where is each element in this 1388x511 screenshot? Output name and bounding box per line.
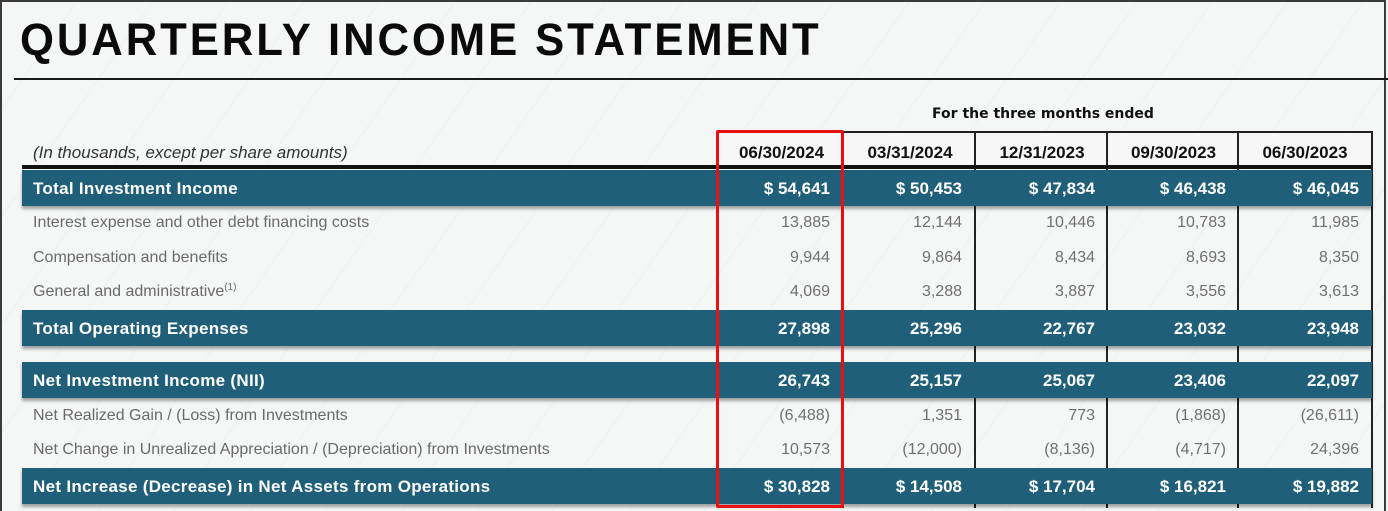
cell-value: 11,985 — [1311, 214, 1359, 231]
row-label: Net Investment Income (NII) — [33, 371, 265, 390]
row-net-investment-income: Net Investment Income (NII) 26,743 25,15… — [22, 362, 1372, 398]
column-header-06-30-2024: 06/30/2024 — [717, 131, 844, 168]
units-note: (In thousands, except per share amounts) — [33, 143, 348, 162]
row-interest-expense: Interest expense and other debt financin… — [22, 206, 1372, 240]
cell-value: 3,288 — [921, 283, 962, 300]
row-label: Interest expense and other debt financin… — [33, 214, 370, 231]
cell-value: 25,067 — [1043, 371, 1095, 390]
cell-value: 25,296 — [910, 319, 962, 338]
column-header-06-30-2023: 06/30/2023 — [1237, 131, 1373, 168]
period-label: For the three months ended — [932, 106, 1154, 122]
row-label: Compensation and benefits — [33, 249, 228, 266]
cell-value: 26,743 — [778, 371, 830, 390]
cell-value: 9,944 — [789, 249, 830, 266]
cell-value: (26,611) — [1300, 407, 1359, 424]
cell-value: 23,032 — [1174, 319, 1226, 338]
cell-value: $ 17,704 — [1028, 477, 1095, 496]
column-header-09-30-2023: 09/30/2023 — [1106, 131, 1239, 168]
cell-value: $ 14,508 — [895, 477, 962, 496]
cell-value: 3,887 — [1054, 283, 1095, 300]
row-label: Net Realized Gain / (Loss) from Investme… — [33, 407, 348, 424]
cell-value: $ 46,438 — [1159, 179, 1226, 198]
cell-value: 23,406 — [1174, 371, 1226, 390]
title-divider — [14, 78, 1388, 80]
row-total-investment-income: Total Investment Income $ 54,641 $ 50,45… — [22, 170, 1372, 206]
row-net-change-unrealized: Net Change in Unrealized Appreciation / … — [22, 433, 1372, 467]
cell-value: 8,434 — [1054, 249, 1095, 266]
cell-value: 8,693 — [1185, 249, 1226, 266]
cell-value: (4,717) — [1175, 441, 1226, 458]
row-net-increase-net-assets: Net Increase (Decrease) in Net Assets fr… — [22, 468, 1372, 504]
row-general-administrative: General and administrative(1) 4,069 3,28… — [22, 275, 1372, 309]
cell-value: (6,488) — [779, 407, 830, 424]
row-label: Net Increase (Decrease) in Net Assets fr… — [33, 477, 491, 496]
row-net-realized-gain-loss: Net Realized Gain / (Loss) from Investme… — [22, 399, 1372, 433]
cell-value: $ 50,453 — [895, 179, 962, 198]
cell-value: 1,351 — [921, 407, 962, 424]
footnote-marker: (1) — [224, 282, 237, 293]
cell-value: 23,948 — [1307, 319, 1359, 338]
row-label-text: General and administrative — [33, 283, 225, 300]
row-label: Net Change in Unrealized Appreciation / … — [33, 441, 550, 458]
cell-value: $ 54,641 — [763, 179, 830, 198]
cell-value: (1,868) — [1175, 407, 1226, 424]
row-label: General and administrative(1) — [33, 282, 237, 301]
cell-value: $ 19,882 — [1292, 477, 1359, 496]
column-header-03-31-2024: 03/31/2024 — [842, 131, 976, 168]
cell-value: 10,573 — [781, 441, 830, 458]
column-header-12-31-2023: 12/31/2023 — [974, 131, 1108, 168]
cell-value: (12,000) — [902, 441, 962, 458]
row-label: Total Operating Expenses — [33, 319, 249, 338]
row-compensation-benefits: Compensation and benefits 9,944 9,864 8,… — [22, 241, 1372, 275]
row-total-operating-expenses: Total Operating Expenses 27,898 25,296 2… — [22, 310, 1372, 346]
cell-value: 8,350 — [1318, 249, 1359, 266]
cell-value: 10,783 — [1177, 214, 1226, 231]
cell-value: 12,144 — [913, 214, 962, 231]
cell-value: 27,898 — [778, 319, 830, 338]
cell-value: 22,767 — [1043, 319, 1095, 338]
cell-value: $ 47,834 — [1028, 179, 1095, 198]
cell-value: 24,396 — [1310, 441, 1359, 458]
cell-value: 25,157 — [910, 371, 962, 390]
cell-value: $ 16,821 — [1159, 477, 1226, 496]
page-title: QUARTERLY INCOME STATEMENT — [20, 14, 822, 65]
cell-value: 773 — [1068, 407, 1095, 424]
cell-value: $ 46,045 — [1292, 179, 1359, 198]
header-rule — [22, 165, 1372, 169]
cell-value: $ 30,828 — [763, 477, 830, 496]
column-divider — [1371, 168, 1373, 508]
cell-value: 9,864 — [921, 249, 962, 266]
cell-value: 4,069 — [789, 283, 830, 300]
cell-value: 3,613 — [1318, 283, 1359, 300]
cell-value: 3,556 — [1185, 283, 1226, 300]
cell-value: 13,885 — [781, 214, 830, 231]
cell-value: 22,097 — [1307, 371, 1359, 390]
row-label: Total Investment Income — [33, 179, 238, 198]
cell-value: (8,136) — [1044, 441, 1095, 458]
cell-value: 10,446 — [1046, 214, 1095, 231]
